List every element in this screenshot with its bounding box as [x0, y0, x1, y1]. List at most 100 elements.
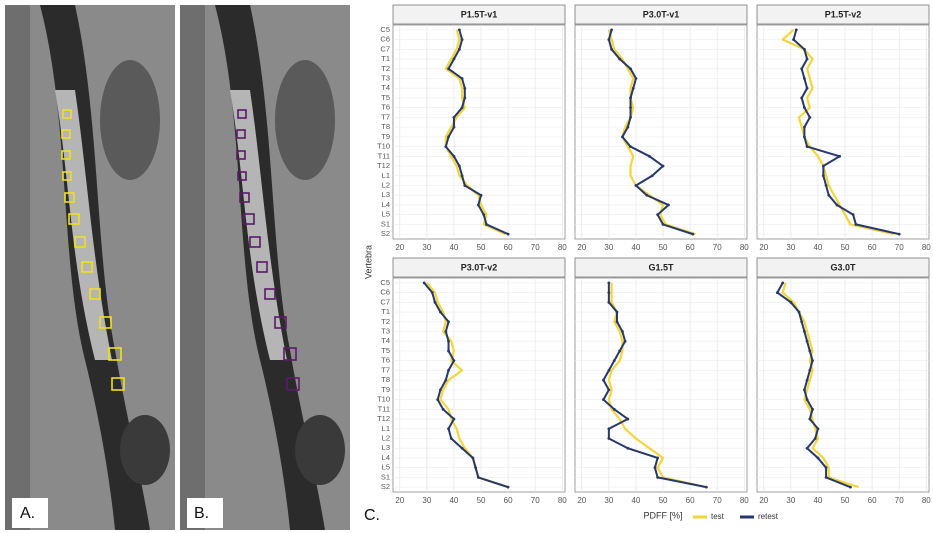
point [607, 388, 610, 391]
point [444, 379, 447, 382]
point [803, 388, 806, 391]
plot-area [757, 25, 929, 239]
point [458, 48, 461, 51]
point [811, 359, 814, 362]
x-tick-label: 30 [422, 243, 431, 252]
y-tick-label: T6 [381, 103, 390, 112]
y-tick-label: T11 [378, 404, 390, 413]
point [822, 174, 825, 177]
point [792, 38, 795, 41]
point [607, 427, 610, 430]
point [635, 77, 638, 80]
point [776, 291, 779, 294]
x-tick-label: 20 [759, 243, 768, 252]
y-tick-label: T11 [378, 151, 390, 160]
x-tick-label: 70 [895, 496, 904, 505]
mri-image-a: A. [5, 5, 175, 530]
point [825, 476, 828, 479]
x-tick-label: 40 [813, 496, 822, 505]
x-tick-label: 50 [659, 496, 668, 505]
point [439, 311, 442, 314]
x-tick-label: 80 [558, 243, 567, 252]
point [825, 466, 828, 469]
x-tick-label: 20 [577, 243, 586, 252]
x-tick-label: 50 [841, 243, 850, 252]
point [480, 194, 483, 197]
point [808, 418, 811, 421]
y-tick-label: C5 [380, 278, 390, 287]
x-tick-label: 80 [558, 496, 567, 505]
point [852, 213, 855, 216]
point [648, 155, 651, 158]
point [629, 116, 632, 119]
x-tick-label: 20 [395, 496, 404, 505]
point [607, 301, 610, 304]
point [436, 398, 439, 401]
point [602, 379, 605, 382]
point [629, 145, 632, 148]
point [477, 204, 480, 207]
point [898, 233, 901, 236]
x-tick-label: 60 [504, 496, 513, 505]
y-tick-label: T8 [381, 375, 390, 384]
point [806, 58, 809, 61]
y-tick-label: T12 [377, 161, 390, 170]
point [461, 38, 464, 41]
x-tick-label: 30 [786, 496, 795, 505]
x-tick-label: 50 [841, 496, 850, 505]
point [691, 233, 694, 236]
point [798, 311, 801, 314]
point [814, 437, 817, 440]
y-tick-label: C6 [380, 288, 390, 297]
x-tick-label: 30 [604, 496, 613, 505]
point [822, 165, 825, 168]
x-tick-label: 60 [686, 496, 695, 505]
point [461, 447, 464, 450]
y-tick-label: T10 [377, 142, 390, 151]
y-tick-label: C6 [380, 35, 390, 44]
y-tick-label: T1 [381, 54, 390, 63]
y-tick-label: T9 [381, 385, 390, 394]
x-tick-label: 70 [895, 243, 904, 252]
facet-title: P3.0T-v2 [461, 262, 498, 272]
point [803, 135, 806, 138]
point [629, 106, 632, 109]
point [838, 155, 841, 158]
y-tick-label: C7 [380, 44, 390, 53]
point [667, 204, 670, 207]
point [806, 87, 809, 90]
y-tick-label: S2 [381, 229, 390, 238]
point [629, 67, 632, 70]
point [463, 184, 466, 187]
point [806, 447, 809, 450]
x-tick-label: 40 [631, 496, 640, 505]
y-tick-label: T5 [381, 93, 390, 102]
point [616, 311, 619, 314]
point [447, 67, 450, 70]
point [453, 155, 456, 158]
point [621, 330, 624, 333]
y-tick-label: S1 [381, 219, 390, 228]
point [431, 291, 434, 294]
point [447, 369, 450, 372]
facet-title: P1.5T-v2 [825, 9, 862, 19]
x-tick-label: 30 [604, 243, 613, 252]
point [781, 281, 784, 284]
plot-area [575, 25, 747, 239]
point [621, 135, 624, 138]
x-tick-label: 80 [740, 243, 749, 252]
point [607, 369, 610, 372]
y-tick-label: T2 [381, 317, 390, 326]
x-tick-label: 40 [631, 243, 640, 252]
point [632, 87, 635, 90]
point [806, 398, 809, 401]
y-tick-label: S2 [381, 482, 390, 491]
x-tick-label: 60 [504, 243, 513, 252]
y-tick-label: L2 [382, 433, 390, 442]
point [651, 174, 654, 177]
point [461, 174, 464, 177]
y-tick-label: L4 [382, 453, 390, 462]
y-tick-label: T1 [381, 307, 390, 316]
point [444, 145, 447, 148]
point [808, 369, 811, 372]
